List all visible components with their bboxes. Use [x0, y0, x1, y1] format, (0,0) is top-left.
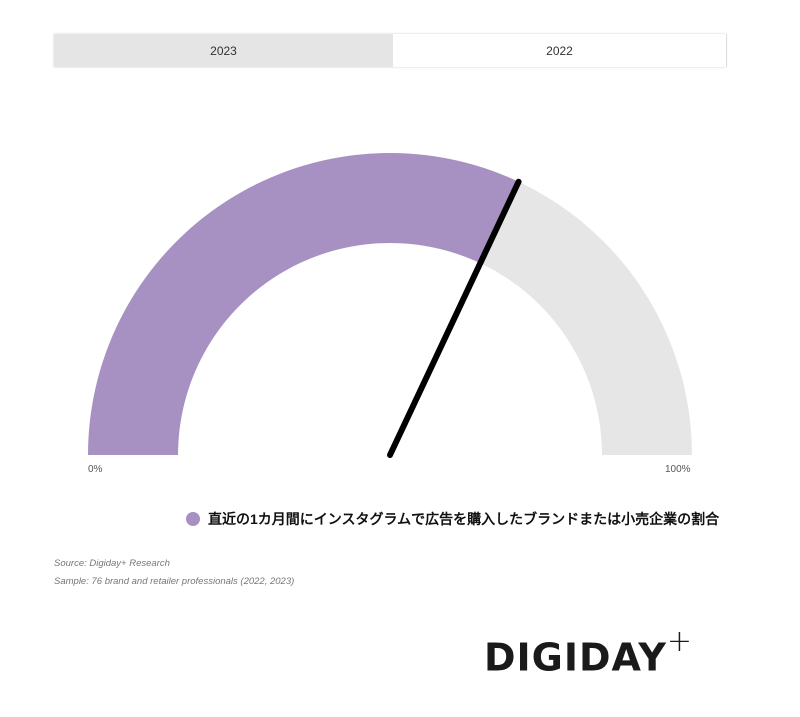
tab-2022[interactable]: 2022 [393, 34, 727, 67]
legend: 直近の1カ月間にインスタグラムで広告を購入したブランドまたは小売企業の割合 [186, 509, 719, 529]
sample-note: Sample: 76 brand and retailer profession… [54, 576, 295, 587]
tab-2023[interactable]: 2023 [54, 34, 393, 67]
year-tabs: 2023 2022 [54, 34, 727, 67]
gauge-fill [88, 152, 519, 455]
gauge-needle [387, 178, 522, 458]
source-note: Source: Digiday+ Research [54, 558, 170, 569]
min-label: 0% [88, 464, 103, 475]
legend-label: 直近の1カ月間にインスタグラムで広告を購入したブランドまたは小売企業の割合 [208, 511, 720, 527]
legend-swatch [186, 512, 200, 526]
digiday-logo: DIGIDAY+ [484, 624, 693, 680]
max-label: 100% [665, 464, 691, 475]
